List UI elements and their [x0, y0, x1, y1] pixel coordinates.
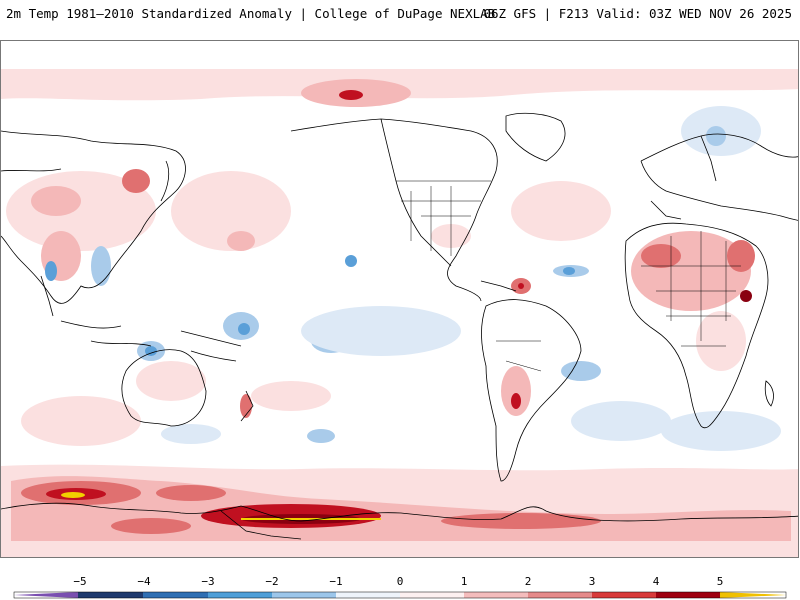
colorbar-tick: 3: [588, 575, 596, 588]
colorbar-tick: −1: [329, 575, 343, 588]
colorbar-min-arrow: [14, 592, 78, 598]
colorbar-seg-pos3: [592, 592, 656, 598]
colorbar-tick: −5: [73, 575, 87, 588]
map-panel: [0, 40, 799, 558]
colorbar-seg-neg3: [143, 592, 208, 598]
colorbar-tick: 2: [524, 575, 532, 588]
colorbar-seg-pos2: [528, 592, 592, 598]
anomaly-shading: [1, 69, 798, 557]
model-run-info: 06Z GFS | F213 Valid: 03Z WED NOV 26 202…: [483, 6, 792, 21]
colorbar-seg-neg1: [272, 592, 336, 598]
colorbar-max-arrow: [720, 592, 786, 598]
colorbar-tick: −3: [201, 575, 215, 588]
colorbar-tick: −2: [265, 575, 279, 588]
colorbar-seg-pos0: [400, 592, 464, 598]
colorbar-strip: [13, 591, 787, 599]
header: 2m Temp 1981–2010 Standardized Anomaly |…: [0, 0, 800, 40]
colorbar-seg-neg4: [78, 592, 143, 598]
colorbar-seg-pos4: [656, 592, 720, 598]
colorbar: −5 −4 −3 −2 −1 0 1 2 3 4 5: [0, 570, 800, 600]
colorbar-seg-neg2: [208, 592, 272, 598]
colorbar-tick: 5: [716, 575, 724, 588]
coastlines: [1, 112, 798, 540]
colorbar-tick: −4: [137, 575, 151, 588]
colorbar-seg-neg0: [336, 592, 400, 598]
colorbar-seg-pos1: [464, 592, 528, 598]
anomaly-map: [1, 69, 798, 557]
colorbar-tick: 0: [396, 575, 404, 588]
colorbar-tick: 1: [460, 575, 468, 588]
map-title: 2m Temp 1981–2010 Standardized Anomaly |…: [6, 6, 496, 21]
colorbar-tick: 4: [652, 575, 660, 588]
